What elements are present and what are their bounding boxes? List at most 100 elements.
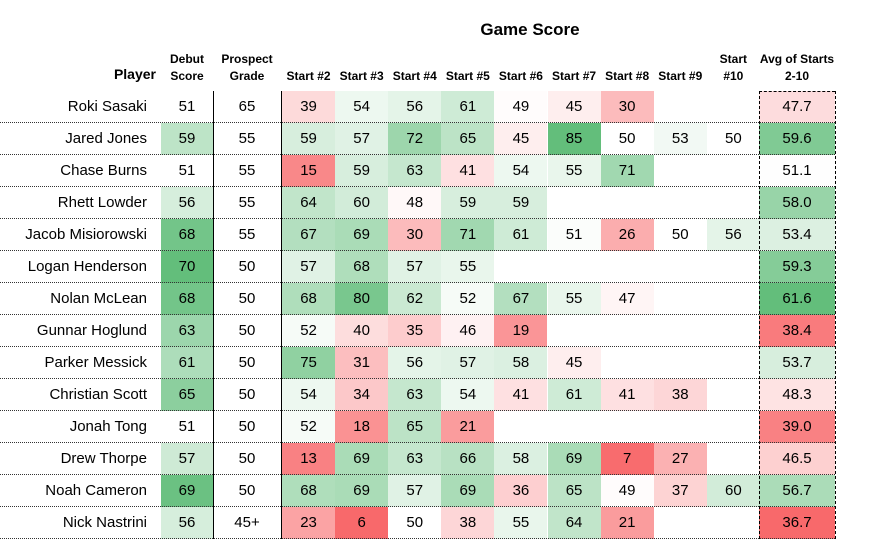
avg-cell: 53.4	[759, 219, 835, 251]
avg-cell: 56.7	[759, 475, 835, 507]
start-cell	[707, 379, 760, 411]
prospect-grade-cell: 50	[238, 482, 256, 499]
start-cell	[494, 251, 547, 283]
start-cell: 52	[282, 315, 336, 347]
start-cell: 40	[335, 315, 389, 347]
start-cell: 65	[388, 411, 442, 443]
player-name: Logan Henderson	[27, 258, 147, 275]
start-cell: 19	[494, 315, 548, 347]
start-cell: 68	[282, 283, 336, 315]
start-cell: 50	[653, 219, 707, 251]
start-cell	[707, 443, 760, 475]
start-cell: 61	[547, 379, 601, 411]
player-name: Jacob Misiorowski	[25, 226, 147, 243]
avg-cell: 58.0	[759, 187, 835, 219]
start-cell	[654, 315, 707, 347]
start-cell: 36	[494, 475, 548, 507]
start-cell: 18	[335, 411, 389, 443]
start-cell: 59	[282, 123, 336, 155]
row-divider	[0, 154, 835, 155]
start-cell	[707, 411, 760, 443]
row-divider	[0, 506, 835, 507]
row-divider	[0, 442, 835, 443]
start-cell: 30	[600, 91, 654, 123]
start-cell: 69	[547, 443, 601, 475]
start-cell: 31	[335, 347, 389, 379]
start-cell: 50	[388, 507, 442, 539]
row-divider	[0, 410, 835, 411]
start-cell: 57	[335, 123, 389, 155]
avg-cell: 53.7	[759, 347, 835, 379]
start-cell: 61	[441, 91, 495, 123]
start-cell: 38	[441, 507, 495, 539]
row-divider	[0, 186, 835, 187]
row-divider	[0, 282, 835, 283]
start-cell: 56	[706, 219, 760, 251]
avg-border-left	[759, 91, 760, 539]
start-cell: 68	[335, 251, 389, 283]
start-cell: 54	[282, 379, 336, 411]
start-cell	[654, 283, 707, 315]
start-cell: 51	[547, 219, 601, 251]
start-cell: 64	[547, 507, 601, 539]
start-cell: 85	[547, 123, 601, 155]
start-cell: 52	[282, 411, 336, 443]
start-cell: 41	[494, 379, 548, 411]
header-debut-score: Debut Score	[170, 52, 204, 83]
start-cell: 69	[335, 475, 389, 507]
debut-score-cell: 68	[161, 283, 213, 315]
start-cell	[548, 251, 601, 283]
start-cell	[601, 347, 654, 379]
header-start-9: Start #9	[658, 69, 703, 83]
avg-cell: 48.3	[759, 379, 835, 411]
start-cell: 65	[547, 475, 601, 507]
start-cell: 41	[600, 379, 654, 411]
avg-cell: 36.7	[759, 507, 835, 539]
avg-cell: 61.6	[759, 283, 835, 315]
start-cell: 45	[494, 123, 548, 155]
start-cell: 68	[282, 475, 336, 507]
start-cell: 58	[494, 443, 548, 475]
start-cell	[548, 187, 601, 219]
debut-score-cell: 56	[161, 187, 213, 219]
start-cell: 21	[600, 507, 654, 539]
start-cell: 23	[282, 507, 336, 539]
start-cell: 69	[441, 475, 495, 507]
player-name: Christian Scott	[49, 386, 147, 403]
row-divider	[0, 218, 835, 219]
header-start-8: Start #8	[605, 69, 650, 83]
start-cell: 62	[388, 283, 442, 315]
header-start-3: Start #3	[339, 69, 384, 83]
start-cell: 41	[441, 155, 495, 187]
start-cell: 54	[494, 155, 548, 187]
start-cell: 71	[441, 219, 495, 251]
start-cell: 6	[335, 507, 389, 539]
row-divider	[0, 250, 835, 251]
start-cell: 66	[441, 443, 495, 475]
start-cell: 75	[282, 347, 336, 379]
prospect-grade-cell: 45+	[234, 514, 260, 531]
start-cell: 56	[388, 347, 442, 379]
player-name: Drew Thorpe	[60, 450, 147, 467]
row-divider	[0, 122, 835, 123]
prospect-grade-cell: 50	[238, 322, 256, 339]
row-divider	[0, 474, 835, 475]
start-cell: 15	[282, 155, 336, 187]
avg-border-top	[759, 91, 835, 92]
prospect-grade-cell: 50	[238, 450, 256, 467]
row-divider	[0, 314, 835, 315]
start-cell	[654, 347, 707, 379]
avg-cell: 51.1	[759, 155, 835, 187]
start-cell	[548, 411, 601, 443]
start-cell	[707, 283, 760, 315]
prospect-grade-cell: 55	[238, 226, 256, 243]
start-cell	[707, 91, 760, 123]
start-cell: 38	[653, 379, 707, 411]
start-cell: 69	[335, 443, 389, 475]
player-name: Jared Jones	[65, 130, 147, 147]
start-cell: 59	[335, 155, 389, 187]
debut-score-cell: 51	[161, 411, 213, 443]
start-cell: 50	[600, 123, 654, 155]
start-cell: 30	[388, 219, 442, 251]
player-name: Parker Messick	[44, 354, 147, 371]
